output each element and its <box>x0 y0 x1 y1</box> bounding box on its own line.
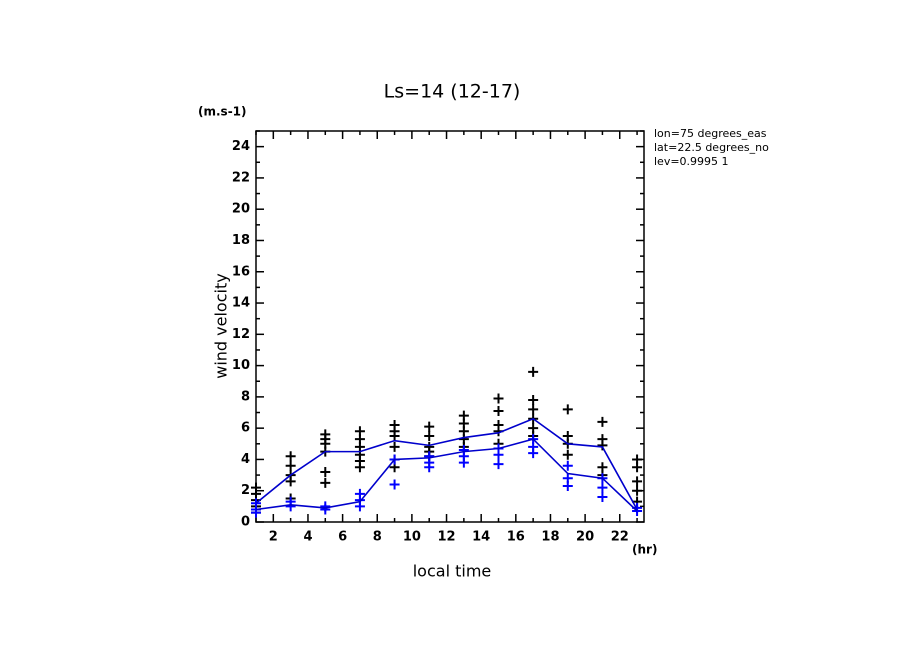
point <box>597 482 608 493</box>
series-line <box>255 417 638 510</box>
y-tick-label: 4 <box>241 452 250 467</box>
point <box>389 441 400 452</box>
x-tick-label: 10 <box>403 530 421 545</box>
annotation: lev=0.9995 1 <box>654 155 729 168</box>
y-tick-label: 18 <box>232 233 250 248</box>
y-tick-label: 12 <box>232 327 250 342</box>
point <box>493 459 504 470</box>
point <box>528 404 539 415</box>
y-tick-label: 24 <box>232 139 250 154</box>
point <box>285 460 296 471</box>
point <box>285 451 296 462</box>
point <box>562 481 573 492</box>
point <box>285 476 296 487</box>
point <box>458 457 469 468</box>
x-tick-label: 14 <box>472 530 490 545</box>
point <box>597 491 608 502</box>
x-tick-label: 22 <box>611 530 629 545</box>
x-tick-label: 8 <box>373 530 382 545</box>
y-tick-label: 2 <box>241 483 250 498</box>
y-tick-label: 20 <box>232 202 250 217</box>
point <box>632 476 643 487</box>
point <box>320 477 331 488</box>
point <box>389 430 400 441</box>
point <box>424 430 435 441</box>
point <box>632 462 643 473</box>
point <box>597 416 608 427</box>
x-unit: (hr) <box>632 543 657 557</box>
point <box>354 462 365 473</box>
x-axis-label: local time <box>413 562 492 581</box>
x-tick-label: 4 <box>303 530 312 545</box>
point <box>632 485 643 496</box>
point <box>493 449 504 460</box>
point <box>493 405 504 416</box>
y-tick-label: 10 <box>232 358 250 373</box>
point <box>562 449 573 460</box>
point <box>424 421 435 432</box>
x-tick-label: 20 <box>576 530 594 545</box>
point <box>320 466 331 477</box>
x-tick-label: 12 <box>437 530 455 545</box>
y-tick-label: 0 <box>241 515 250 530</box>
point <box>597 440 608 451</box>
series-line <box>255 438 638 512</box>
chart-title: Ls=14 (12-17) <box>384 81 521 103</box>
point <box>354 501 365 512</box>
y-axis-label: wind velocity <box>212 273 231 378</box>
y-tick-label: 8 <box>241 389 250 404</box>
point <box>562 460 573 471</box>
x-tick-label: 6 <box>338 530 347 545</box>
y-unit: (m.s-1) <box>198 105 247 119</box>
plot-frame <box>255 130 645 523</box>
y-tick-label: 22 <box>232 170 250 185</box>
point <box>389 479 400 490</box>
point <box>562 404 573 415</box>
point <box>320 504 331 515</box>
x-tick-label: 2 <box>269 530 278 545</box>
y-tick-label: 16 <box>232 264 250 279</box>
y-tick-label: 14 <box>232 296 250 311</box>
point <box>528 366 539 377</box>
annotation: lon=75 degrees_eas <box>654 127 767 140</box>
y-tick-label: 6 <box>241 421 250 436</box>
x-tick-label: 16 <box>507 530 525 545</box>
annotation: lat=22.5 degrees_no <box>654 141 769 154</box>
point <box>424 462 435 473</box>
point <box>528 395 539 406</box>
x-tick-label: 18 <box>541 530 559 545</box>
point <box>285 501 296 512</box>
point <box>493 393 504 404</box>
point <box>528 448 539 459</box>
